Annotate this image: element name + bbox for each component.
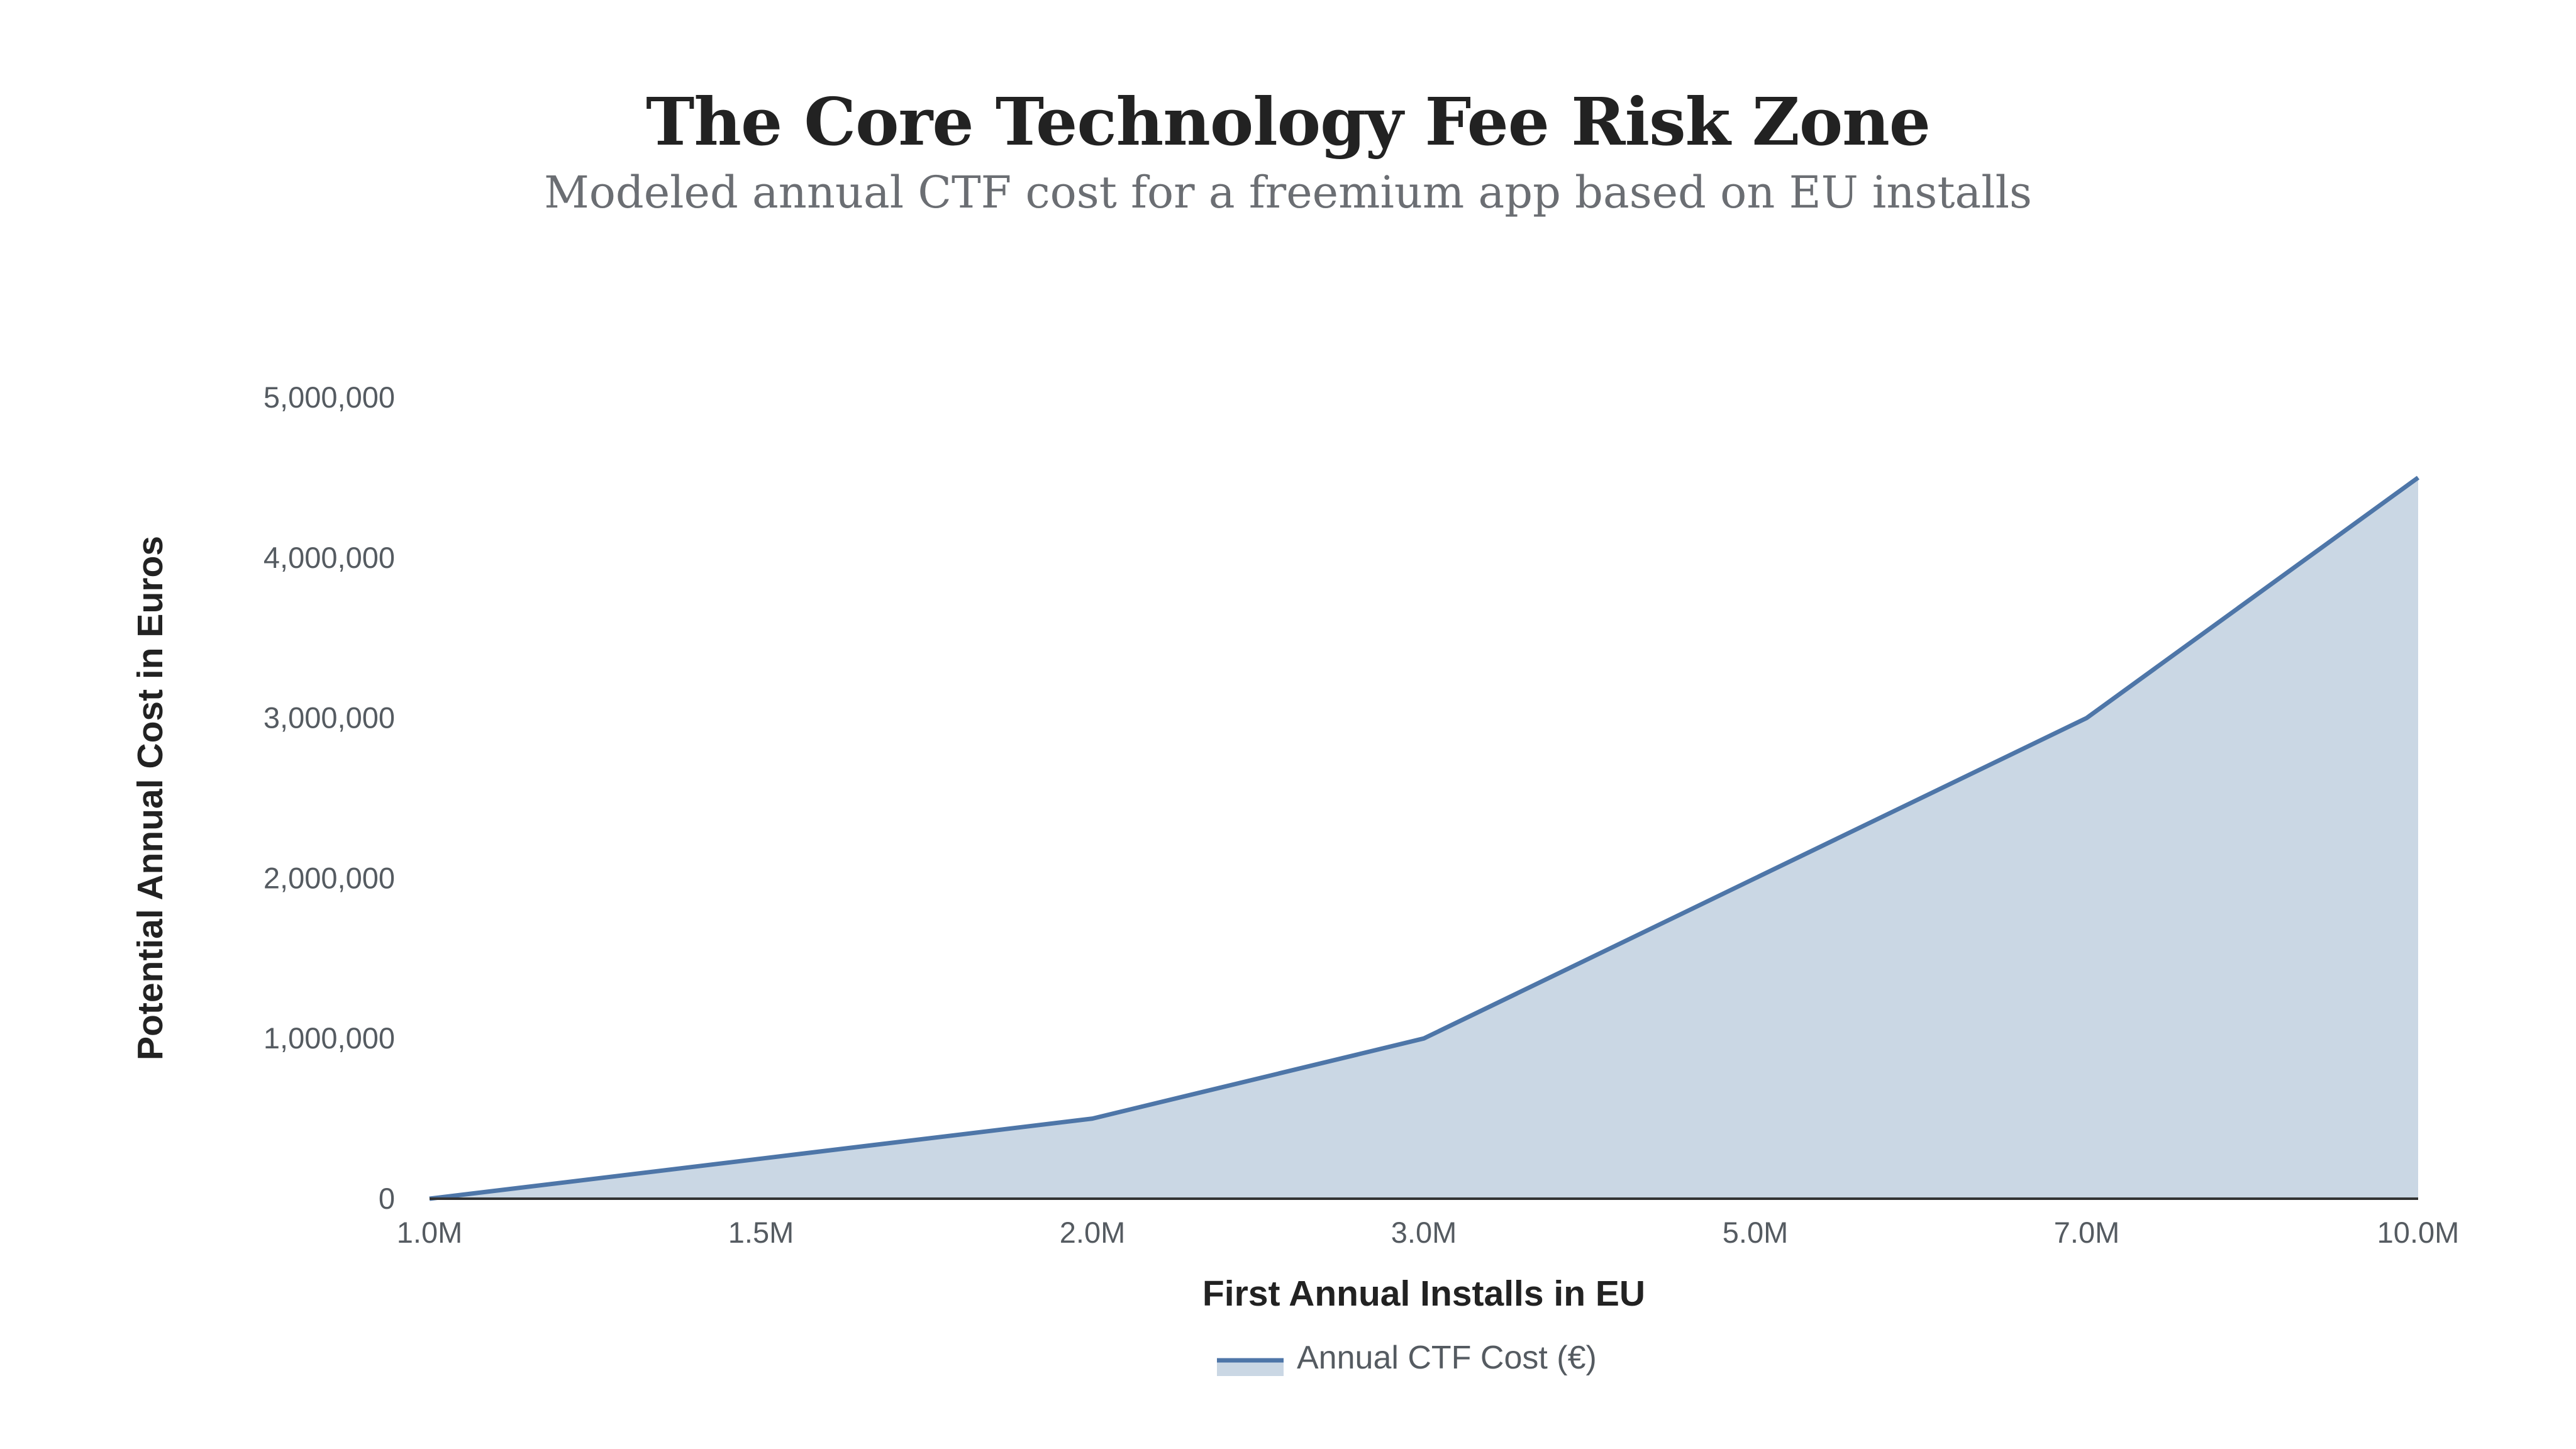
chart-title: The Core Technology Fee Risk Zone (646, 83, 1931, 160)
chart-subtitle: Modeled annual CTF cost for a freemium a… (544, 167, 2032, 218)
x-tick-label: 10.0M (2377, 1216, 2460, 1249)
x-tick-label: 3.0M (1391, 1216, 1457, 1249)
y-axis-title: Potential Annual Cost in Euros (130, 536, 170, 1060)
x-tick-label: 2.0M (1060, 1216, 1126, 1249)
y-tick-label: 1,000,000 (264, 1021, 395, 1055)
y-tick-label: 3,000,000 (264, 701, 395, 735)
legend-label: Annual CTF Cost (€) (1297, 1340, 1597, 1376)
area-fill (430, 477, 2418, 1199)
series-line (429, 475, 2420, 1201)
y-tick-label: 2,000,000 (264, 861, 395, 894)
x-axis-title: First Annual Installs in EU (1202, 1274, 1645, 1314)
x-tick-label: 1.5M (728, 1216, 794, 1249)
x-tick-label: 1.0M (397, 1216, 463, 1249)
x-tick-label: 7.0M (2054, 1216, 2120, 1249)
x-axis-ticks: 1.0M 1.5M 2.0M 3.0M 5.0M 7.0M 10.0M (397, 1216, 2460, 1249)
legend[interactable]: Annual CTF Cost (€) (1217, 1340, 1597, 1376)
y-axis-ticks: 0 1,000,000 2,000,000 3,000,000 4,000,000 5,0… (264, 380, 395, 1215)
x-tick-label: 5.0M (1723, 1216, 1789, 1249)
y-tick-label: 5,000,000 (264, 380, 395, 414)
y-tick-label: 0 (379, 1182, 395, 1215)
y-tick-label: 4,000,000 (264, 541, 395, 574)
